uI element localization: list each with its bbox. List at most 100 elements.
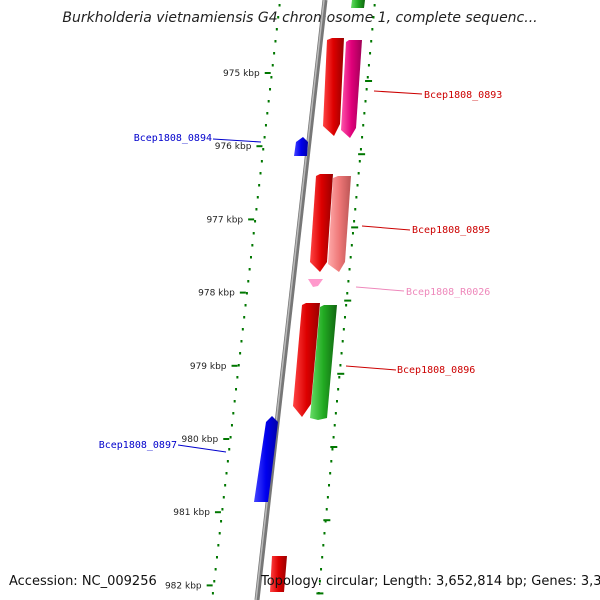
track-dot <box>248 268 251 271</box>
track-dot <box>356 184 359 187</box>
gene-arrow-0893-a[interactable] <box>323 38 344 136</box>
outer-tick-track <box>317 4 376 595</box>
track-dot <box>269 88 272 91</box>
track-dot <box>271 64 274 67</box>
track-dot <box>339 364 342 367</box>
gene-arrow-0893-c[interactable] <box>351 0 365 8</box>
track-dot <box>371 28 374 31</box>
track-dot <box>338 376 341 379</box>
gene-arrow-bottom[interactable] <box>270 556 287 592</box>
track-dot <box>213 580 216 583</box>
track-dot <box>225 472 228 475</box>
track-dot <box>266 112 269 115</box>
track-dot <box>365 88 368 91</box>
track-dot <box>275 28 278 31</box>
tick-label: 981 kbp <box>173 508 210 518</box>
accession-text: Accession: NC_009256 <box>9 574 157 589</box>
track-dot <box>230 424 233 427</box>
track-dot <box>336 400 338 403</box>
track-dot <box>332 436 335 439</box>
track-dot <box>329 472 332 475</box>
tick-label: 976 kbp <box>215 142 252 152</box>
track-dot <box>260 160 263 163</box>
track-dot <box>259 172 262 175</box>
track-dot <box>264 124 267 127</box>
track-dot <box>254 220 257 223</box>
gene-label-0894[interactable]: Bcep1808_0894 <box>134 133 212 144</box>
track-dot <box>244 304 247 307</box>
gene-label-0895[interactable]: Bcep1808_0895 <box>412 225 490 236</box>
gene-label-0893[interactable]: Bcep1808_0893 <box>424 90 502 101</box>
track-dot <box>252 232 255 235</box>
track-dot <box>239 352 242 355</box>
track-dot <box>224 484 227 487</box>
chromosome-backbone-highlight <box>255 0 325 600</box>
track-dot <box>324 520 327 523</box>
track-dot <box>333 424 336 427</box>
track-dot <box>228 448 231 451</box>
track-dot <box>211 592 214 595</box>
track-dot <box>364 100 367 103</box>
tick-label: 980 kbp <box>182 435 219 445</box>
track-dot <box>326 496 329 499</box>
track-dot <box>273 52 276 55</box>
track-dot <box>318 580 321 583</box>
inner-tick-track <box>211 4 281 595</box>
track-dot <box>351 232 354 235</box>
track-dot <box>220 520 223 523</box>
gene-arrow-0895-a[interactable] <box>310 174 333 272</box>
track-dot <box>359 148 362 151</box>
track-dot <box>251 244 254 247</box>
gene-arrow-0896-a[interactable] <box>293 303 320 417</box>
track-dot <box>226 460 229 463</box>
track-dot <box>267 100 270 103</box>
track-dot <box>245 292 248 295</box>
gene-label-0896[interactable]: Bcep1808_0896 <box>397 365 475 376</box>
track-dot <box>328 484 331 487</box>
track-dot <box>214 568 217 571</box>
track-dot <box>232 412 235 415</box>
track-dot <box>369 52 372 55</box>
track-dot <box>249 256 252 259</box>
leader-lines <box>177 90 423 453</box>
genome-summary-text: Topology: circular; Length: 3,652,814 bp… <box>261 574 600 589</box>
track-dot <box>370 40 373 43</box>
track-dot <box>346 292 349 295</box>
track-dot <box>350 244 353 247</box>
track-dot <box>325 508 328 511</box>
track-dot <box>321 556 324 559</box>
track-dot <box>362 124 365 127</box>
gene-arrow-0896-b[interactable] <box>310 305 337 420</box>
track-dot <box>236 376 239 379</box>
track-dot <box>341 340 344 343</box>
track-dot <box>334 412 337 415</box>
track-dot <box>342 328 345 331</box>
gene-arrow-0897[interactable] <box>254 416 278 502</box>
gene-label-0897[interactable]: Bcep1808_0897 <box>99 440 177 451</box>
track-dot <box>240 340 243 343</box>
track-dot <box>243 316 246 319</box>
track-dot <box>247 280 250 283</box>
track-dot <box>218 532 221 535</box>
gene-label-R0026[interactable]: Bcep1808_R0026 <box>406 287 490 298</box>
track-dot <box>353 220 356 223</box>
gene-arrow-0895-b[interactable] <box>328 176 351 272</box>
gene-arrow-0894[interactable] <box>294 137 308 156</box>
track-dot <box>343 316 346 319</box>
tick-label: 979 kbp <box>190 362 227 372</box>
chromosome-backbone <box>254 0 328 600</box>
gene-arrow-R0026[interactable] <box>308 279 323 287</box>
track-dot <box>366 76 369 79</box>
track-dot <box>229 436 232 439</box>
gene-arrow-0893-b[interactable] <box>341 40 362 138</box>
track-dot <box>349 256 352 259</box>
track-dot <box>322 544 325 547</box>
track-dot <box>263 136 266 139</box>
track-dot <box>355 196 358 199</box>
tick-label: 982 kbp <box>165 581 202 591</box>
track-dot <box>361 136 364 139</box>
track-dot <box>330 460 333 463</box>
track-dot <box>255 208 258 211</box>
track-dot <box>241 328 244 331</box>
